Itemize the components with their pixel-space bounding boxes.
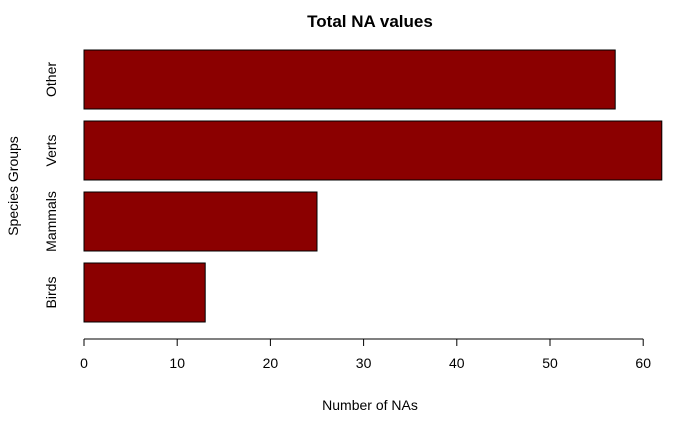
chart-title: Total NA values bbox=[307, 12, 433, 31]
y-axis-label: Species Groups bbox=[5, 136, 21, 236]
y-tick-label-birds: Birds bbox=[43, 277, 59, 309]
bar-other bbox=[83, 49, 616, 110]
x-tick-label-40: 40 bbox=[449, 355, 465, 371]
bar-verts bbox=[83, 120, 663, 181]
x-axis-label: Number of NAs bbox=[322, 397, 418, 413]
x-tick-label-30: 30 bbox=[356, 355, 372, 371]
x-tick-label-0: 0 bbox=[80, 355, 88, 371]
y-tick-label-mammals: Mammals bbox=[43, 191, 59, 252]
bar-birds bbox=[83, 262, 206, 323]
bars-group bbox=[83, 49, 663, 323]
y-tick-label-other: Other bbox=[43, 62, 59, 97]
x-tick-label-20: 20 bbox=[263, 355, 279, 371]
x-axis: 0 10 20 30 40 50 60 bbox=[80, 338, 651, 371]
x-tick-label-60: 60 bbox=[635, 355, 651, 371]
y-tick-label-verts: Verts bbox=[43, 135, 59, 167]
x-tick-label-50: 50 bbox=[542, 355, 558, 371]
x-tick-label-10: 10 bbox=[169, 355, 185, 371]
bar-mammals bbox=[83, 191, 318, 252]
y-axis-category-labels: Birds Mammals Verts Other bbox=[43, 62, 59, 309]
